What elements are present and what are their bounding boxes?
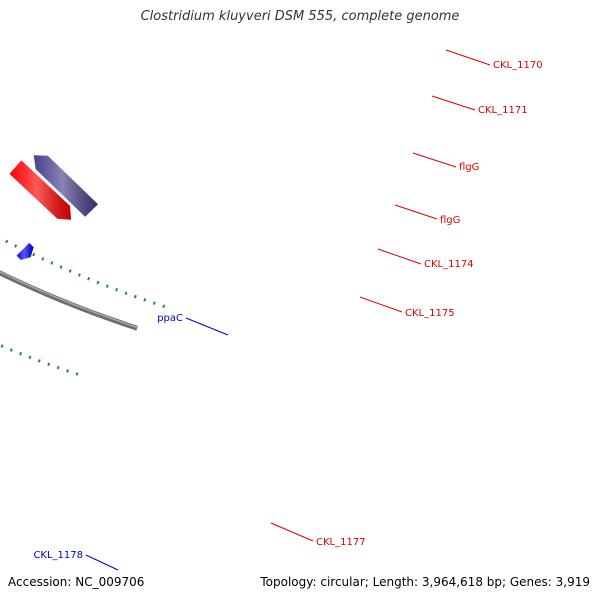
label-leader-line (412, 152, 457, 168)
dotted-ring-1 (0, 343, 79, 376)
gene-label-flgG[interactable]: flgG (459, 162, 479, 173)
label-leader-line (185, 317, 229, 336)
gene-label-CKL_1170[interactable]: CKL_1170 (493, 60, 543, 71)
label-leader-line (270, 522, 314, 542)
dotted-ring-2 (0, 236, 166, 309)
gene-CKL_1177-reverse[interactable] (9, 160, 72, 220)
genome-backbone (0, 270, 139, 331)
gene-label-CKL_1175[interactable]: CKL_1175 (405, 308, 455, 319)
gene-label-CKL_1178[interactable]: CKL_1178 (33, 550, 83, 561)
gene-CKL_1178-reverse[interactable] (16, 242, 34, 260)
gene-label-CKL_1177[interactable]: CKL_1177 (316, 537, 366, 548)
gene-features (9, 155, 99, 260)
gene-CKL_1177-forward[interactable] (33, 155, 99, 217)
gene-label-CKL_1174[interactable]: CKL_1174 (424, 259, 474, 270)
map-title: Clostridium kluyveri DSM 555, complete g… (140, 9, 460, 24)
backbone-highlight (0, 270, 139, 329)
backbone-line (0, 270, 138, 331)
gene-label-ppaC[interactable]: ppaC (157, 313, 183, 324)
accession-text: Accession: NC_009706 (8, 575, 145, 589)
label-leader-line (394, 204, 438, 220)
label-leader-line (359, 296, 403, 313)
gene-label-CKL_1171[interactable]: CKL_1171 (478, 105, 528, 116)
label-leader-line (377, 248, 422, 265)
gene-label-flgG[interactable]: flgG (440, 215, 460, 226)
label-leader-line (85, 554, 119, 571)
dotted-guide-rings (0, 236, 166, 376)
gene-labels: CKL_1170 CKL_1171 flgG flgG CKL_1174 CKL_1175… (33, 49, 543, 571)
label-leader-line (445, 49, 491, 66)
label-leader-line (431, 95, 476, 111)
topology-summary: Topology: circular; Length: 3,964,618 bp… (260, 575, 590, 589)
